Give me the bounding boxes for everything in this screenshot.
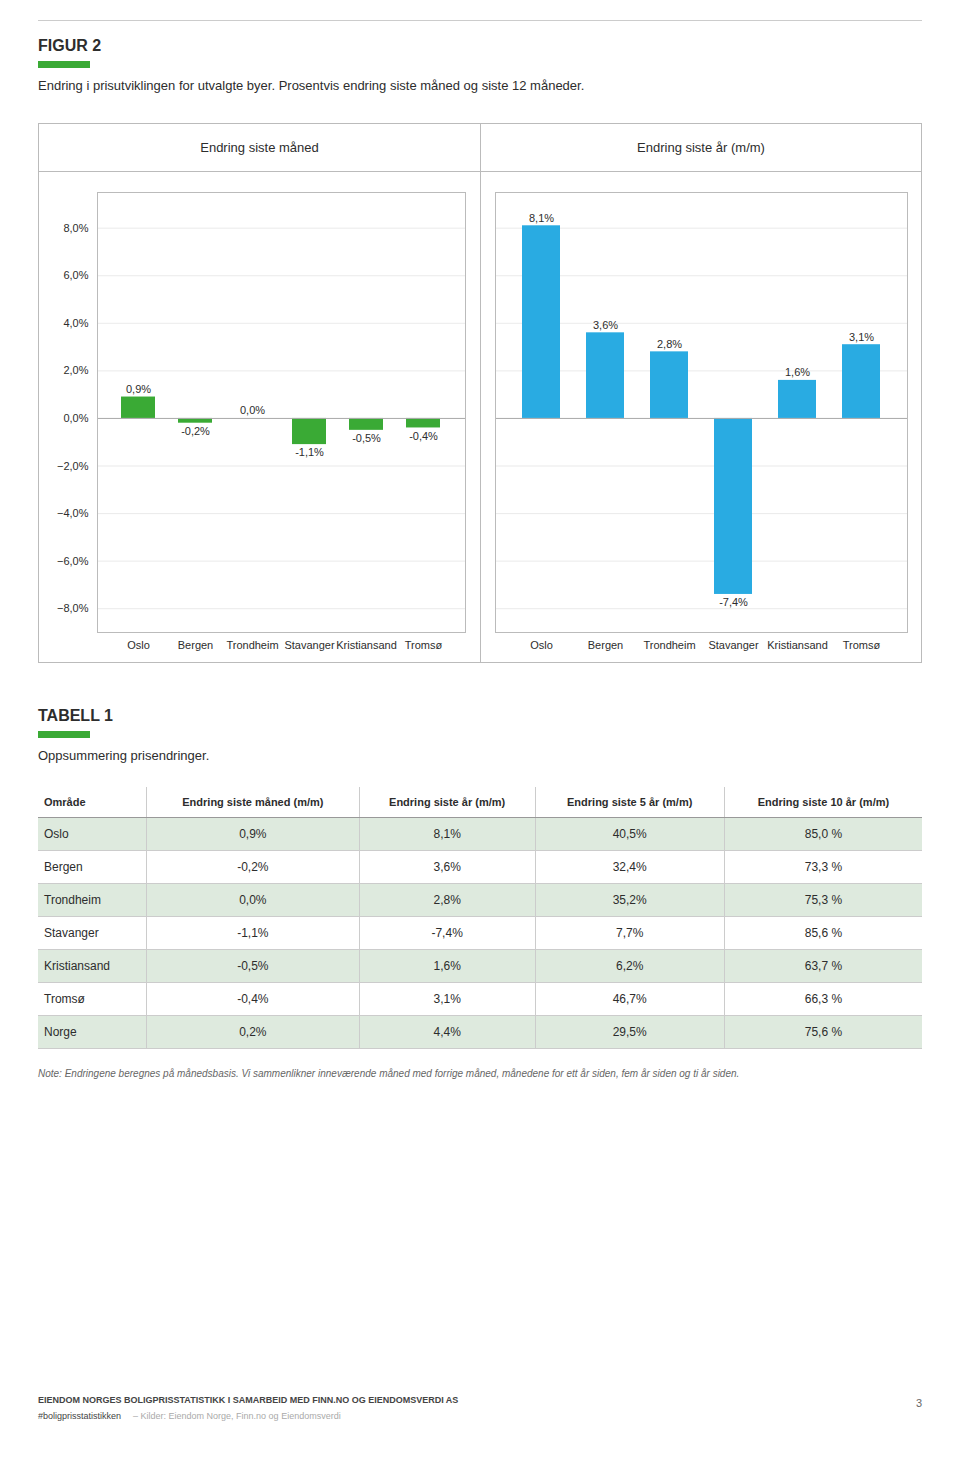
html-text:6,2%: 6,2%: [616, 959, 644, 973]
html-text:Bergen: Bergen: [44, 860, 83, 874]
html-text:Endring siste 5 år (m/m): Endring siste 5 år (m/m): [567, 796, 693, 808]
html-text:#boligprisstatistikken: #boligprisstatistikken: [38, 1411, 121, 1421]
svg-text:0,0%: 0,0%: [63, 412, 88, 424]
svg-text:8,0%: 8,0%: [63, 222, 88, 234]
html-text:85,6 %: 85,6 %: [804, 926, 843, 940]
svg-text:2,8%: 2,8%: [657, 338, 682, 350]
html-text:-1,1%: -1,1%: [237, 926, 269, 940]
html-text:73,3 %: 73,3 %: [804, 860, 843, 874]
html-text:– Kilder: Eiendom Norge, Finn.: – Kilder: Eiendom Norge, Finn.no og Eien…: [133, 1411, 341, 1421]
html-text:Endring siste måned: Endring siste måned: [200, 140, 319, 155]
html-text:Endring siste år (m/m): Endring siste år (m/m): [637, 140, 765, 155]
html-text:29,5%: 29,5%: [612, 1025, 647, 1039]
html-text:7,7%: 7,7%: [616, 926, 644, 940]
html-text:3,1%: 3,1%: [433, 992, 461, 1006]
html-text:8,1%: 8,1%: [433, 827, 461, 841]
html-text:0,2%: 0,2%: [239, 1025, 267, 1039]
html-text:32,4%: 32,4%: [612, 860, 647, 874]
svg-text:Kristiansand: Kristiansand: [767, 639, 828, 651]
html-text:EIENDOM NORGES BOLIGPRISSTATIS: EIENDOM NORGES BOLIGPRISSTATISTIKK I SAM…: [38, 1395, 459, 1405]
html-text:35,2%: 35,2%: [612, 893, 647, 907]
svg-text:Oslo: Oslo: [530, 639, 553, 651]
html-text:Tromsø: Tromsø: [44, 992, 85, 1006]
svg-text:−2,0%: −2,0%: [57, 460, 89, 472]
svg-text:−6,0%: −6,0%: [57, 555, 89, 567]
html-text:63,7 %: 63,7 %: [804, 959, 843, 973]
html-text:46,7%: 46,7%: [612, 992, 647, 1006]
html-text:85,0 %: 85,0 %: [804, 827, 843, 841]
html-text:Område: Område: [44, 796, 86, 808]
html-text:Endring siste 10 år (m/m): Endring siste 10 år (m/m): [757, 796, 890, 808]
svg-text:-0,5%: -0,5%: [352, 432, 381, 444]
svg-text:Kristiansand: Kristiansand: [336, 639, 397, 651]
html-text:40,5%: 40,5%: [612, 827, 647, 841]
svg-text:−8,0%: −8,0%: [57, 602, 89, 614]
svg-text:Stavanger: Stavanger: [708, 639, 758, 651]
html-text:Oslo: Oslo: [44, 827, 69, 841]
html-text:-0,2%: -0,2%: [237, 860, 269, 874]
svg-text:−4,0%: −4,0%: [57, 507, 89, 519]
html-text:75,6 %: 75,6 %: [804, 1025, 843, 1039]
html-text:Endring siste måned (m/m): Endring siste måned (m/m): [182, 796, 324, 808]
html-text:Trondheim: Trondheim: [44, 893, 101, 907]
svg-text:0,9%: 0,9%: [126, 383, 151, 395]
html-text:Norge: Norge: [44, 1025, 77, 1039]
svg-text:-0,4%: -0,4%: [409, 430, 438, 442]
svg-text:Trondheim: Trondheim: [643, 639, 695, 651]
html-text:-7,4%: -7,4%: [431, 926, 463, 940]
html-text:3,6%: 3,6%: [433, 860, 461, 874]
svg-text:Oslo: Oslo: [127, 639, 150, 651]
html-text:Note: Endringene beregnes på m: Note: Endringene beregnes på månedsbasis…: [38, 1068, 740, 1079]
html-text:0,9%: 0,9%: [239, 827, 267, 841]
svg-text:4,0%: 4,0%: [63, 317, 88, 329]
html-text:Endring siste år (m/m): Endring siste år (m/m): [389, 796, 506, 808]
svg-text:3,6%: 3,6%: [593, 319, 618, 331]
html-text:0,0%: 0,0%: [239, 893, 267, 907]
html-text:3: 3: [915, 1397, 922, 1409]
svg-text:Tromsø: Tromsø: [405, 639, 443, 651]
svg-text:Trondheim: Trondheim: [226, 639, 278, 651]
html-text:1,6%: 1,6%: [433, 959, 461, 973]
svg-text:8,1%: 8,1%: [529, 212, 554, 224]
html-text:-0,5%: -0,5%: [237, 959, 269, 973]
html-text:Kristiansand: Kristiansand: [44, 959, 110, 973]
html-text:4,4%: 4,4%: [433, 1025, 461, 1039]
svg-text:Bergen: Bergen: [178, 639, 213, 651]
html-text:TABELL 1: TABELL 1: [38, 707, 113, 724]
svg-text:2,0%: 2,0%: [63, 364, 88, 376]
html-text:75,3 %: 75,3 %: [804, 893, 843, 907]
svg-text:1,6%: 1,6%: [785, 366, 810, 378]
html-text:66,3 %: 66,3 %: [804, 992, 843, 1006]
svg-text:-0,2%: -0,2%: [181, 425, 210, 437]
svg-text:-7,4%: -7,4%: [719, 596, 748, 608]
html-text:FIGUR 2: FIGUR 2: [38, 37, 102, 54]
html-text:Stavanger: Stavanger: [44, 926, 99, 940]
html-text:Endring i prisutviklingen for: Endring i prisutviklingen for utvalgte b…: [38, 78, 585, 93]
svg-text:0,0%: 0,0%: [240, 404, 265, 416]
html-text:Oppsummering prisendringer.: Oppsummering prisendringer.: [38, 748, 210, 763]
svg-text:Tromsø: Tromsø: [843, 639, 881, 651]
html-text:2,8%: 2,8%: [433, 893, 461, 907]
svg-text:Stavanger: Stavanger: [284, 639, 334, 651]
svg-text:6,0%: 6,0%: [63, 269, 88, 281]
svg-text:Bergen: Bergen: [588, 639, 623, 651]
html-text:-0,4%: -0,4%: [237, 992, 269, 1006]
svg-text:3,1%: 3,1%: [849, 331, 874, 343]
svg-text:-1,1%: -1,1%: [295, 446, 324, 458]
